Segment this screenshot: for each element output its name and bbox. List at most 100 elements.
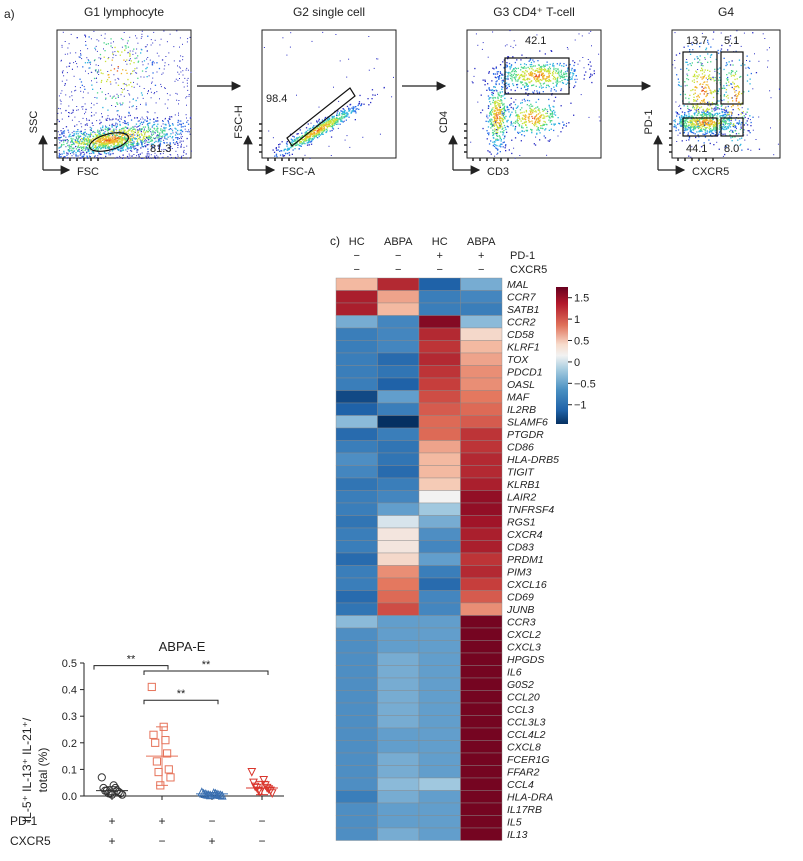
panel-a-label: a) bbox=[4, 7, 15, 21]
heatmap-cell bbox=[377, 377, 420, 391]
heatmap-cell bbox=[377, 540, 420, 554]
heatmap-cell bbox=[418, 427, 461, 441]
heatmap-column-cxcr5: − bbox=[354, 264, 360, 276]
heatmap-cell bbox=[335, 640, 378, 654]
heatmap-colorbar: 1.5 1 0.5 0 −0.5 −1 bbox=[556, 287, 596, 424]
heatmap-cell bbox=[460, 527, 503, 541]
data-point bbox=[197, 787, 207, 797]
heatmap-cell bbox=[460, 615, 503, 629]
pd1-sign: − bbox=[258, 814, 265, 828]
heatmap-cell bbox=[418, 315, 461, 329]
heatmap-cell bbox=[335, 752, 378, 766]
heatmap-cell bbox=[377, 615, 420, 629]
heatmap-cell bbox=[377, 552, 420, 566]
heatmap-cell bbox=[335, 665, 378, 679]
scatter-group-4: −− bbox=[246, 767, 278, 848]
heatmap-cell bbox=[418, 690, 461, 704]
heatmap-cell bbox=[460, 590, 503, 604]
scatter-group-3: −+ bbox=[196, 787, 228, 848]
heatmap-cell bbox=[377, 652, 420, 666]
heatmap-cell bbox=[377, 765, 420, 779]
heatmap-cell bbox=[335, 615, 378, 629]
gene-label: CCL4 bbox=[507, 779, 534, 791]
heatmap-cell bbox=[335, 552, 378, 566]
heatmap-cell bbox=[418, 352, 461, 366]
heatmap-cell bbox=[460, 777, 503, 791]
heatmap-cell bbox=[418, 527, 461, 541]
gate-xlabel: CXCR5 bbox=[692, 166, 729, 178]
heatmap-cell bbox=[460, 427, 503, 441]
heatmap-cell bbox=[335, 715, 378, 729]
data-point bbox=[151, 738, 160, 747]
heatmap-cell bbox=[377, 365, 420, 379]
heatmap-cell bbox=[460, 727, 503, 741]
heatmap-cell bbox=[460, 665, 503, 679]
heatmap-cell bbox=[377, 465, 420, 479]
heatmap-cell bbox=[377, 565, 420, 579]
heatmap-cell bbox=[418, 615, 461, 629]
heatmap-cell bbox=[377, 527, 420, 541]
gene-label: CCL4L2 bbox=[507, 729, 546, 741]
gene-label: CD83 bbox=[507, 542, 534, 554]
gene-label: JUNB bbox=[506, 604, 534, 616]
heatmap-cell bbox=[460, 677, 503, 691]
heatmap-cell bbox=[377, 702, 420, 716]
heatmap-cell bbox=[418, 402, 461, 416]
heatmap-cell bbox=[335, 477, 378, 491]
heatmap-cell bbox=[460, 602, 503, 616]
y-tick-label: 0.3 bbox=[62, 711, 77, 723]
heatmap-cell bbox=[460, 502, 503, 516]
gate-title: G4 bbox=[718, 5, 734, 19]
heatmap-cell bbox=[460, 490, 503, 504]
gene-label: IL17RB bbox=[507, 804, 542, 816]
heatmap-cell bbox=[377, 315, 420, 329]
heatmap-cell bbox=[460, 465, 503, 479]
scatter-ylabel-line1: IL-5⁺ IL-13⁺ IL-21⁺/ bbox=[20, 717, 34, 822]
heatmap-cell bbox=[460, 790, 503, 804]
heatmap-cell bbox=[335, 502, 378, 516]
gate-plot-3: G3 CD4⁺ T-cell CD3 CD4 42.1 bbox=[438, 5, 602, 178]
data-point bbox=[97, 773, 106, 782]
gene-label: TOX bbox=[507, 354, 529, 366]
heatmap-column-pd1: − bbox=[395, 250, 401, 262]
heatmap-cell bbox=[460, 765, 503, 779]
heatmap-cell bbox=[460, 627, 503, 641]
gene-label: PDCD1 bbox=[507, 367, 543, 379]
heatmap-cell bbox=[460, 827, 503, 841]
heatmap-cell bbox=[418, 590, 461, 604]
heatmap-cell bbox=[377, 590, 420, 604]
heatmap-cell bbox=[418, 652, 461, 666]
colorbar-tick-label: 0.5 bbox=[574, 336, 589, 348]
heatmap-cell bbox=[418, 677, 461, 691]
heatmap-cell bbox=[335, 390, 378, 404]
gate-value: 8.0 bbox=[724, 143, 739, 155]
gene-label: CCL20 bbox=[507, 692, 540, 704]
heatmap-cell bbox=[377, 827, 420, 841]
heatmap-cell bbox=[460, 390, 503, 404]
heatmap-cell bbox=[418, 302, 461, 316]
gate-xlabel: CD3 bbox=[487, 166, 509, 178]
heatmap-cell bbox=[460, 277, 503, 291]
heatmap-cell bbox=[335, 402, 378, 416]
heatmap-cell bbox=[460, 452, 503, 466]
gating-strategy: G1 lymphocyte FSC SSC 81.3 G2 single cell FSC… bbox=[28, 5, 781, 178]
colorbar-tick-label: 0 bbox=[574, 357, 580, 369]
heatmap-cell bbox=[377, 477, 420, 491]
heatmap-cell bbox=[460, 402, 503, 416]
gate-value: 5.1 bbox=[724, 35, 739, 47]
heatmap-cell bbox=[335, 577, 378, 591]
heatmap-column-cxcr5: − bbox=[395, 264, 401, 276]
heatmap-column-group: HC bbox=[349, 236, 365, 248]
heatmap-cell bbox=[335, 565, 378, 579]
gene-label: PTGDR bbox=[507, 429, 544, 441]
heatmap-cells bbox=[335, 277, 503, 841]
row-label-cxcr5: CXCR5 bbox=[10, 834, 51, 848]
gate-xlabel: FSC-A bbox=[282, 166, 316, 178]
heatmap-cell bbox=[460, 640, 503, 654]
gate-title: G2 single cell bbox=[293, 5, 365, 19]
heatmap-cell bbox=[335, 465, 378, 479]
heatmap-cell bbox=[377, 340, 420, 354]
heatmap-cell bbox=[335, 490, 378, 504]
heatmap-column-pd1: + bbox=[478, 250, 484, 262]
gene-label: HLA-DRB5 bbox=[507, 454, 559, 466]
